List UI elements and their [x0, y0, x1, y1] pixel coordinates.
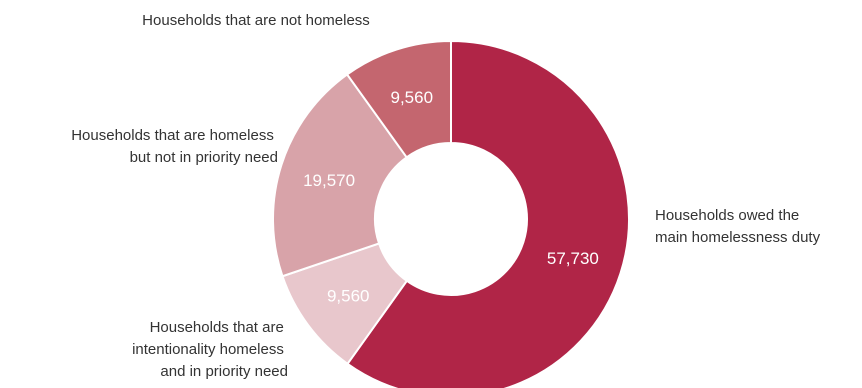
- category-label-not-homeless: Households that are not homeless: [142, 12, 370, 29]
- category-label-intentionally-homeless: Households that are intentionality homel…: [132, 319, 288, 380]
- category-label-not-priority-need: Households that are homeless but not in …: [71, 127, 278, 166]
- value-label-not-priority-need: 19,570: [303, 171, 355, 190]
- category-label-owed-main-duty: Households owed the main homelessness du…: [655, 207, 821, 246]
- value-label-not-homeless: 9,560: [390, 88, 433, 107]
- donut-slice-not-homeless: [345, 39, 452, 159]
- donut-slices: [272, 39, 630, 388]
- value-label-owed-main-duty: 57,730: [547, 249, 599, 268]
- donut-value-labels: 57,730 9,560 19,570 9,560: [303, 88, 599, 305]
- value-label-intentionally-homeless: 9,560: [327, 286, 370, 305]
- donut-category-labels: Households owed the main homelessness du…: [71, 12, 820, 380]
- donut-slice-not-priority-need: [272, 73, 409, 278]
- donut-slice-owed-main-duty: [346, 39, 630, 388]
